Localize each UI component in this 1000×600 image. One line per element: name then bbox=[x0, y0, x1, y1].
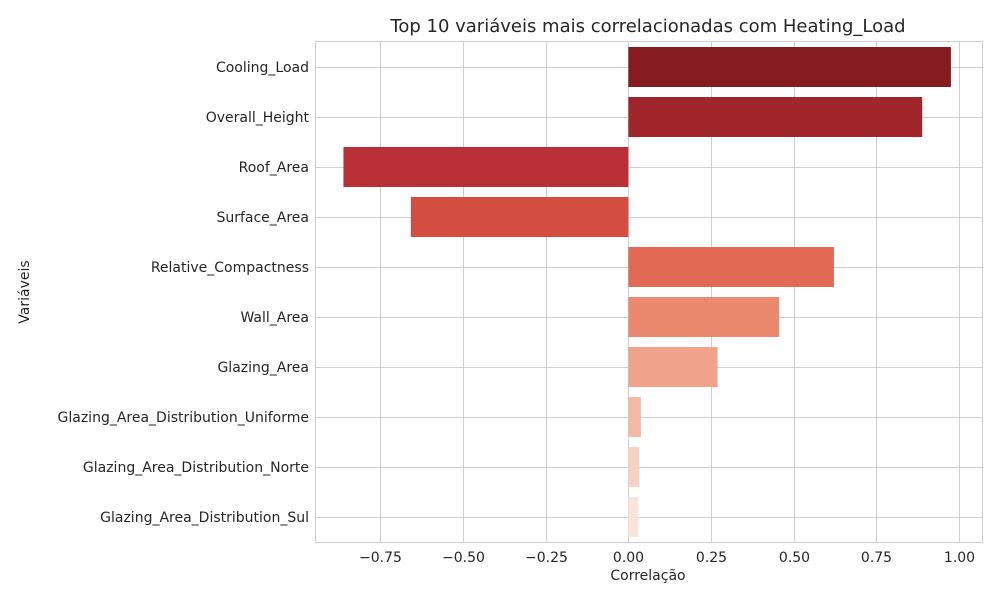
bar bbox=[628, 47, 951, 87]
bar bbox=[628, 97, 923, 137]
y-tick-label: Overall_Height bbox=[206, 110, 310, 126]
y-tick-label: Surface_Area bbox=[216, 210, 309, 226]
bar bbox=[343, 147, 629, 187]
x-tick-label: 0.00 bbox=[613, 550, 644, 566]
bar bbox=[628, 497, 639, 537]
x-axis-label: Correlação bbox=[610, 568, 685, 584]
y-tick-label: Wall_Area bbox=[240, 310, 309, 326]
x-tick-label: 0.75 bbox=[861, 550, 892, 566]
bar bbox=[628, 397, 641, 437]
chart-title: Top 10 variáveis mais correlacionadas co… bbox=[389, 16, 905, 37]
y-tick-label: Glazing_Area_Distribution_Sul bbox=[100, 510, 309, 526]
bar bbox=[628, 447, 640, 487]
bar-layer bbox=[343, 47, 951, 537]
x-tick-label: 1.00 bbox=[944, 550, 975, 566]
x-tick-label: −0.25 bbox=[525, 550, 568, 566]
x-tick-label: 0.25 bbox=[696, 550, 727, 566]
bar bbox=[628, 347, 718, 387]
bar bbox=[628, 247, 834, 287]
plot-frame bbox=[315, 41, 983, 543]
x-tick-labels: −0.75 −0.50 −0.25 0.00 0.25 0.50 0.75 1.00 bbox=[359, 550, 975, 566]
x-tick-label: 0.50 bbox=[779, 550, 810, 566]
y-tick-label: Cooling_Load bbox=[216, 60, 309, 76]
x-tick-label: −0.75 bbox=[359, 550, 402, 566]
bar bbox=[410, 197, 629, 237]
x-tick-label: −0.50 bbox=[442, 550, 485, 566]
y-tick-label: Glazing_Area_Distribution_Uniforme bbox=[58, 410, 309, 426]
y-tick-label: Glazing_Area bbox=[217, 360, 309, 376]
y-tick-label: Relative_Compactness bbox=[151, 260, 309, 276]
y-tick-label: Roof_Area bbox=[239, 160, 309, 176]
y-tick-label: Glazing_Area_Distribution_Norte bbox=[83, 460, 309, 476]
y-axis-label: Variáveis bbox=[17, 260, 33, 323]
bar bbox=[628, 297, 780, 337]
y-tick-labels: Cooling_Load Overall_Height Roof_Area Surfa… bbox=[58, 60, 310, 526]
